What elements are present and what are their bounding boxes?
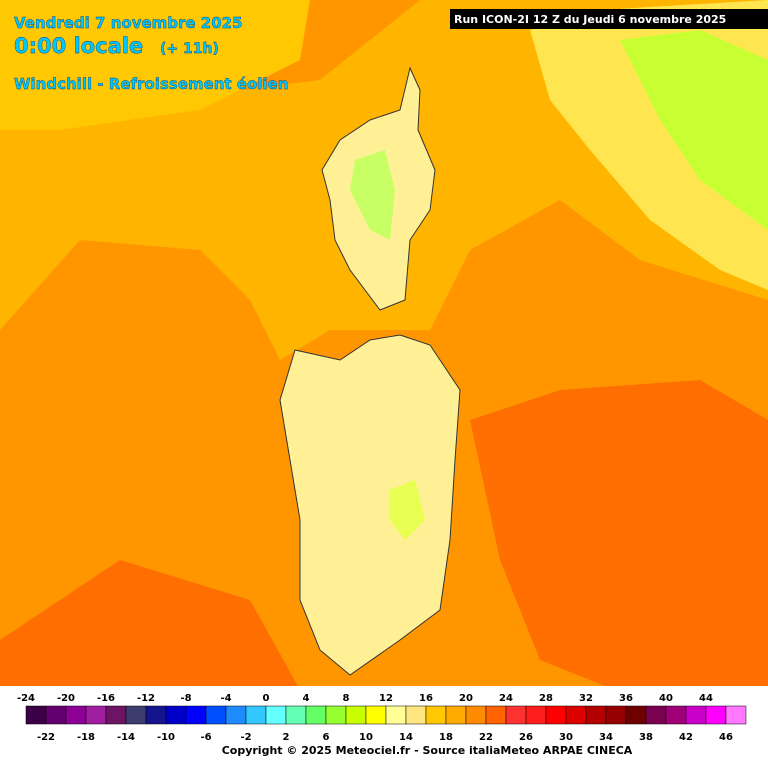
legend-label: -10 bbox=[157, 732, 175, 743]
legend-swatch bbox=[665, 705, 687, 725]
sardinia-highland bbox=[390, 480, 425, 540]
legend-label: 40 bbox=[659, 693, 673, 704]
legend-swatch bbox=[565, 705, 587, 725]
legend-label: -14 bbox=[117, 732, 135, 743]
zone-north bbox=[0, 0, 310, 130]
mainland-cold bbox=[620, 30, 768, 230]
legend-label: 46 bbox=[719, 732, 733, 743]
legend-swatch bbox=[445, 705, 467, 725]
legend-swatch bbox=[45, 705, 67, 725]
legend-swatch bbox=[645, 705, 667, 725]
legend-swatch bbox=[225, 705, 247, 725]
legend-swatch bbox=[505, 705, 527, 725]
legend-swatch bbox=[525, 705, 547, 725]
legend-label: 18 bbox=[439, 732, 453, 743]
legend-swatch bbox=[85, 705, 107, 725]
legend-swatch bbox=[685, 705, 707, 725]
legend-label: 16 bbox=[419, 693, 433, 704]
legend-label: -2 bbox=[240, 732, 251, 743]
legend-swatch bbox=[705, 705, 727, 725]
legend-swatch bbox=[605, 705, 627, 725]
legend-swatch bbox=[385, 705, 407, 725]
legend-swatch bbox=[365, 705, 387, 725]
zone-southeast bbox=[470, 380, 768, 700]
run-banner bbox=[450, 9, 768, 29]
legend-swatch bbox=[425, 705, 447, 725]
legend-label: -18 bbox=[77, 732, 95, 743]
legend-label: 12 bbox=[379, 693, 393, 704]
legend-label: -12 bbox=[137, 693, 155, 704]
legend-swatch bbox=[345, 705, 367, 725]
legend-swatch bbox=[725, 705, 747, 725]
legend-label: 38 bbox=[639, 732, 653, 743]
legend-swatch bbox=[165, 705, 187, 725]
legend-swatch bbox=[545, 705, 567, 725]
legend-label: 10 bbox=[359, 732, 373, 743]
legend-label: 34 bbox=[599, 732, 613, 743]
legend-swatch bbox=[585, 705, 607, 725]
legend-label: -24 bbox=[17, 693, 35, 704]
legend-swatch bbox=[145, 705, 167, 725]
legend-label: -8 bbox=[180, 693, 191, 704]
legend-label: -6 bbox=[200, 732, 211, 743]
legend-label: 2 bbox=[283, 732, 290, 743]
legend-label: -22 bbox=[37, 732, 55, 743]
legend-label: 42 bbox=[679, 732, 693, 743]
legend-swatch bbox=[245, 705, 267, 725]
legend-label: 8 bbox=[343, 693, 350, 704]
legend-swatch bbox=[205, 705, 227, 725]
legend-swatch bbox=[185, 705, 207, 725]
legend-swatch bbox=[265, 705, 287, 725]
legend-label: 30 bbox=[559, 732, 573, 743]
legend-swatch bbox=[125, 705, 147, 725]
corsica-mountains bbox=[350, 150, 395, 240]
legend-swatch bbox=[625, 705, 647, 725]
legend-swatch bbox=[25, 705, 47, 725]
legend-swatch bbox=[325, 705, 347, 725]
sardinia bbox=[279, 334, 461, 676]
run-info: Run ICON-2I 12 Z du Jeudi 6 novembre 202… bbox=[454, 13, 726, 26]
legend-label: -20 bbox=[57, 693, 75, 704]
legend-label: 20 bbox=[459, 693, 473, 704]
legend-label: 36 bbox=[619, 693, 633, 704]
date-title: Vendredi 7 novembre 2025 bbox=[14, 14, 243, 32]
offset: (+ 11h) bbox=[160, 41, 219, 57]
legend-label: 44 bbox=[699, 693, 713, 704]
legend-label: 24 bbox=[499, 693, 513, 704]
legend-swatch bbox=[285, 705, 307, 725]
legend-label: 22 bbox=[479, 732, 493, 743]
legend-label: 14 bbox=[399, 732, 413, 743]
legend-label: -16 bbox=[97, 693, 115, 704]
legend-swatch bbox=[105, 705, 127, 725]
legend-label: 6 bbox=[323, 732, 330, 743]
legend-label: 28 bbox=[539, 693, 553, 704]
legend-label: 4 bbox=[303, 693, 310, 704]
legend-swatch bbox=[465, 705, 487, 725]
legend-label: 26 bbox=[519, 732, 533, 743]
legend-swatch bbox=[485, 705, 507, 725]
legend-label: -4 bbox=[220, 693, 231, 704]
legend-swatch bbox=[405, 705, 427, 725]
legend-swatch bbox=[65, 705, 87, 725]
legend-label: 32 bbox=[579, 693, 593, 704]
time-title: 0:00 locale bbox=[14, 34, 143, 58]
copyright: Copyright © 2025 Meteociel.fr - Source i… bbox=[222, 744, 633, 757]
legend-panel bbox=[0, 686, 768, 768]
variable-title: Windchill - Refroissement éolien bbox=[14, 75, 288, 93]
legend-swatch bbox=[305, 705, 327, 725]
legend-label: 0 bbox=[263, 693, 270, 704]
color-legend: -24 -20 -16 -12 -8 -4 0 4 8 12 16 20 24 28 32 36 40 44-22… bbox=[17, 693, 747, 743]
